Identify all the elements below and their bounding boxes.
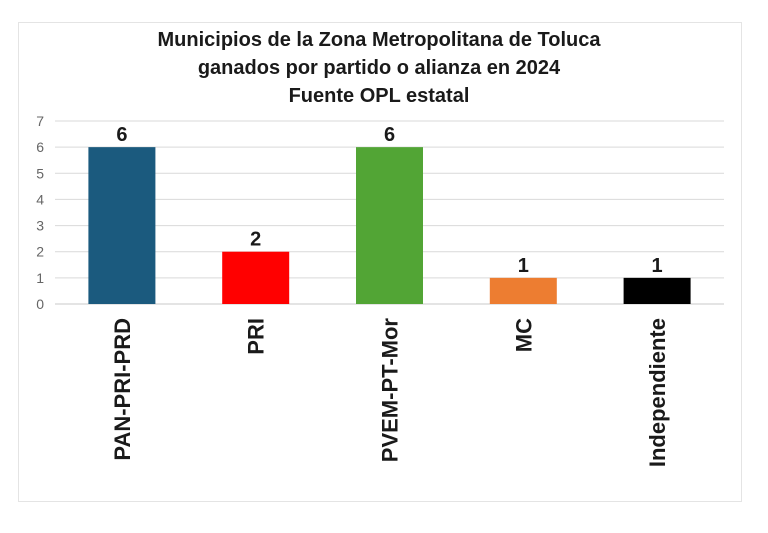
y-tick-label: 1 [36,270,44,286]
bar [623,277,691,304]
y-tick-label: 6 [36,139,44,155]
y-tick-label: 5 [36,165,44,181]
data-label: 1 [518,255,529,277]
data-label: 6 [116,124,127,146]
x-tick-label: PRI [244,318,269,355]
bar [88,147,156,304]
y-tick-label: 3 [36,218,44,234]
data-label: 1 [652,255,663,277]
chart-title-line-1: Municipios de la Zona Metropolitana de T… [157,29,601,51]
data-label: 6 [384,124,395,146]
y-tick-label: 4 [36,191,44,207]
chart-title-line-3: Fuente OPL estatal [288,85,470,107]
x-axis-labels: PAN-PRI-PRD PRI PVEM-PT-Mor MC Independiente [110,318,670,468]
x-tick-label: PAN-PRI-PRD [110,318,135,461]
y-tick-label: 0 [36,296,44,312]
chart-title: Municipios de la Zona Metropolitana de T… [18,26,740,110]
x-tick-label: MC [511,318,536,352]
bar [356,147,423,304]
y-tick-label: 2 [36,244,44,260]
bars [88,147,691,304]
chart-title-line-2: ganados por partido o alianza en 2024 [197,57,561,79]
bar [489,277,557,304]
x-tick-label: Independiente [645,318,670,467]
value-labels: 6 2 6 1 1 [116,124,662,277]
y-tick-label: 7 [36,113,44,129]
data-label: 2 [250,229,261,251]
y-axis: 0 1 2 3 4 5 6 7 [36,113,44,312]
bar [222,251,290,304]
x-tick-label: PVEM-PT-Mor [378,318,403,463]
